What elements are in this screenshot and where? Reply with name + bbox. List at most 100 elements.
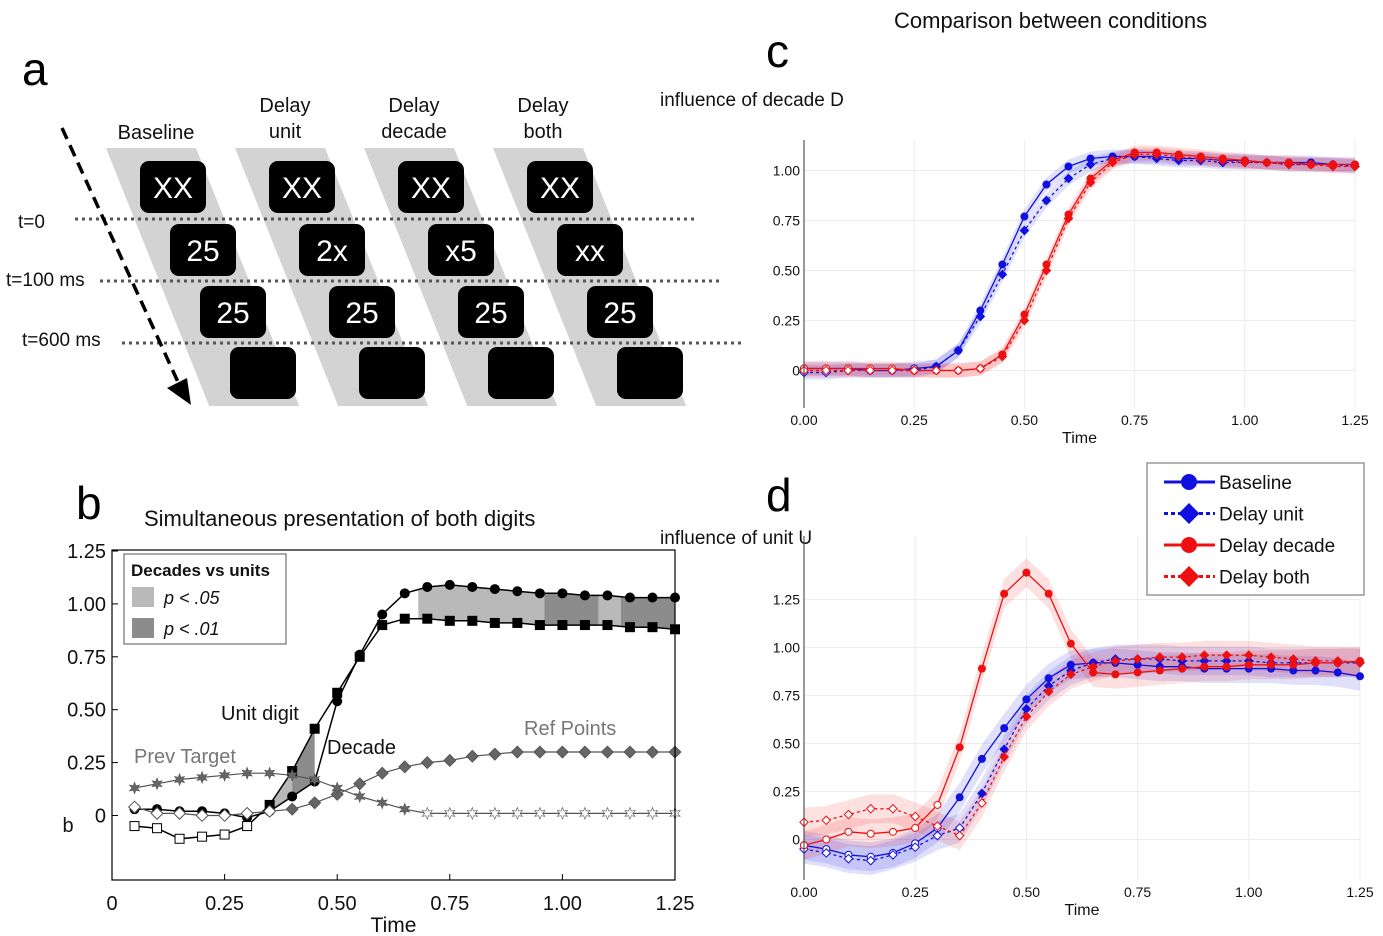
data-point bbox=[1133, 668, 1142, 677]
legend-label: p < .05 bbox=[163, 588, 221, 608]
data-point bbox=[865, 855, 876, 866]
data-point bbox=[1154, 652, 1165, 662]
data-point bbox=[953, 345, 964, 356]
data-point bbox=[1132, 654, 1143, 664]
x-axis-label: Time bbox=[1062, 430, 1097, 447]
data-point bbox=[287, 791, 298, 802]
significance-band bbox=[544, 593, 599, 626]
data-point bbox=[910, 811, 921, 822]
time-label: t=0 bbox=[18, 212, 45, 233]
data-point bbox=[443, 753, 457, 768]
data-point bbox=[533, 745, 547, 759]
confidence-band bbox=[804, 145, 1355, 378]
data-point bbox=[999, 752, 1010, 762]
legend-label: Baseline bbox=[1219, 473, 1292, 494]
data-point bbox=[1064, 162, 1073, 171]
data-point bbox=[444, 579, 455, 590]
condition-label: unit bbox=[269, 121, 302, 143]
stimulus-text: XX bbox=[540, 172, 580, 205]
data-point bbox=[375, 766, 389, 780]
data-point bbox=[263, 804, 277, 818]
data-point bbox=[578, 745, 592, 759]
x-tick-label: 0.25 bbox=[901, 412, 928, 428]
stimulus-box bbox=[527, 161, 593, 213]
data-point bbox=[1178, 664, 1187, 673]
x-tick-label: 0.75 bbox=[1124, 884, 1151, 900]
data-point bbox=[150, 806, 164, 820]
stimulus-box bbox=[329, 286, 395, 338]
time-label: t=600 ms bbox=[22, 330, 101, 351]
legend-label: Delay unit bbox=[1219, 505, 1304, 526]
data-point bbox=[1107, 157, 1118, 168]
data-point bbox=[645, 745, 660, 759]
data-point bbox=[1200, 662, 1209, 671]
data-point bbox=[353, 789, 366, 804]
data-point bbox=[1022, 568, 1031, 577]
x-tick-label: 1.00 bbox=[1235, 884, 1262, 900]
chart-d-ylabel: influence of unit U bbox=[660, 528, 813, 549]
x-tick-label: 1.25 bbox=[656, 893, 695, 915]
panel-letter-a: a bbox=[22, 43, 48, 95]
data-point bbox=[1261, 157, 1272, 168]
y-tick-label: 0 bbox=[792, 363, 800, 379]
data-point bbox=[1332, 656, 1343, 666]
data-point bbox=[954, 830, 965, 841]
chart-annotation: Decade bbox=[327, 737, 396, 759]
y-tick-label: 0.25 bbox=[773, 784, 800, 800]
data-point bbox=[997, 351, 1008, 362]
data-point bbox=[1243, 650, 1254, 661]
confidence-band bbox=[804, 149, 1355, 380]
legend-label: Delay both bbox=[1219, 568, 1310, 589]
design-schematic: XX 25 25 XX 2x 25 XX x5 25 XX xx 25 Baseline Delay un… bbox=[6, 95, 745, 406]
x-tick-label: 1.00 bbox=[1231, 412, 1258, 428]
data-point bbox=[241, 766, 253, 780]
data-point bbox=[399, 588, 410, 599]
data-point bbox=[822, 835, 831, 844]
data-point bbox=[975, 311, 986, 322]
legend-marker bbox=[1178, 503, 1200, 524]
data-point bbox=[579, 620, 590, 631]
confidence-band bbox=[804, 644, 1360, 875]
y-tick-label: 0.50 bbox=[773, 263, 800, 279]
data-point bbox=[308, 772, 321, 787]
data-point bbox=[1019, 225, 1030, 236]
data-point bbox=[1350, 161, 1360, 172]
data-point bbox=[557, 588, 568, 599]
data-point bbox=[510, 745, 524, 759]
data-point bbox=[977, 754, 986, 763]
chart-d: 0.00 0.25 0.50 0.75 1.00 1.25 0 0.25 0.50 0.75 1.0… bbox=[773, 462, 1374, 919]
legend-swatch bbox=[132, 587, 154, 607]
stimulus-text: x5 bbox=[445, 235, 477, 268]
series-line bbox=[804, 151, 1355, 372]
stimulus-text: xx bbox=[575, 235, 605, 268]
data-point bbox=[888, 803, 898, 814]
x-tick-label: 0 bbox=[106, 893, 117, 915]
x-tick-label: 0.25 bbox=[902, 884, 929, 900]
legend-marker bbox=[1178, 566, 1200, 587]
y-tick-label: 0.50 bbox=[67, 700, 106, 722]
stimulus-text: 25 bbox=[474, 297, 507, 330]
data-point bbox=[623, 745, 637, 759]
x-tick-label: 0.00 bbox=[790, 412, 817, 428]
data-point bbox=[1085, 177, 1096, 188]
legend-title: Decades vs units bbox=[131, 561, 270, 580]
data-point bbox=[1284, 159, 1294, 170]
data-point bbox=[129, 821, 140, 832]
data-point bbox=[821, 365, 831, 376]
data-point bbox=[821, 815, 832, 826]
data-point bbox=[173, 806, 187, 820]
x-tick-label: 1.00 bbox=[543, 893, 582, 915]
data-point bbox=[309, 723, 320, 734]
data-point bbox=[511, 806, 524, 821]
data-point bbox=[600, 745, 614, 759]
data-point bbox=[1000, 589, 1009, 598]
data-point bbox=[489, 806, 501, 821]
chart-annotation: Unit digit bbox=[221, 703, 299, 725]
data-point bbox=[1129, 149, 1140, 160]
data-point bbox=[512, 586, 523, 597]
data-point bbox=[534, 588, 545, 599]
data-point bbox=[465, 749, 479, 763]
data-point bbox=[866, 829, 875, 838]
chart-c-title: Comparison between conditions bbox=[894, 8, 1208, 33]
data-point bbox=[242, 821, 253, 832]
